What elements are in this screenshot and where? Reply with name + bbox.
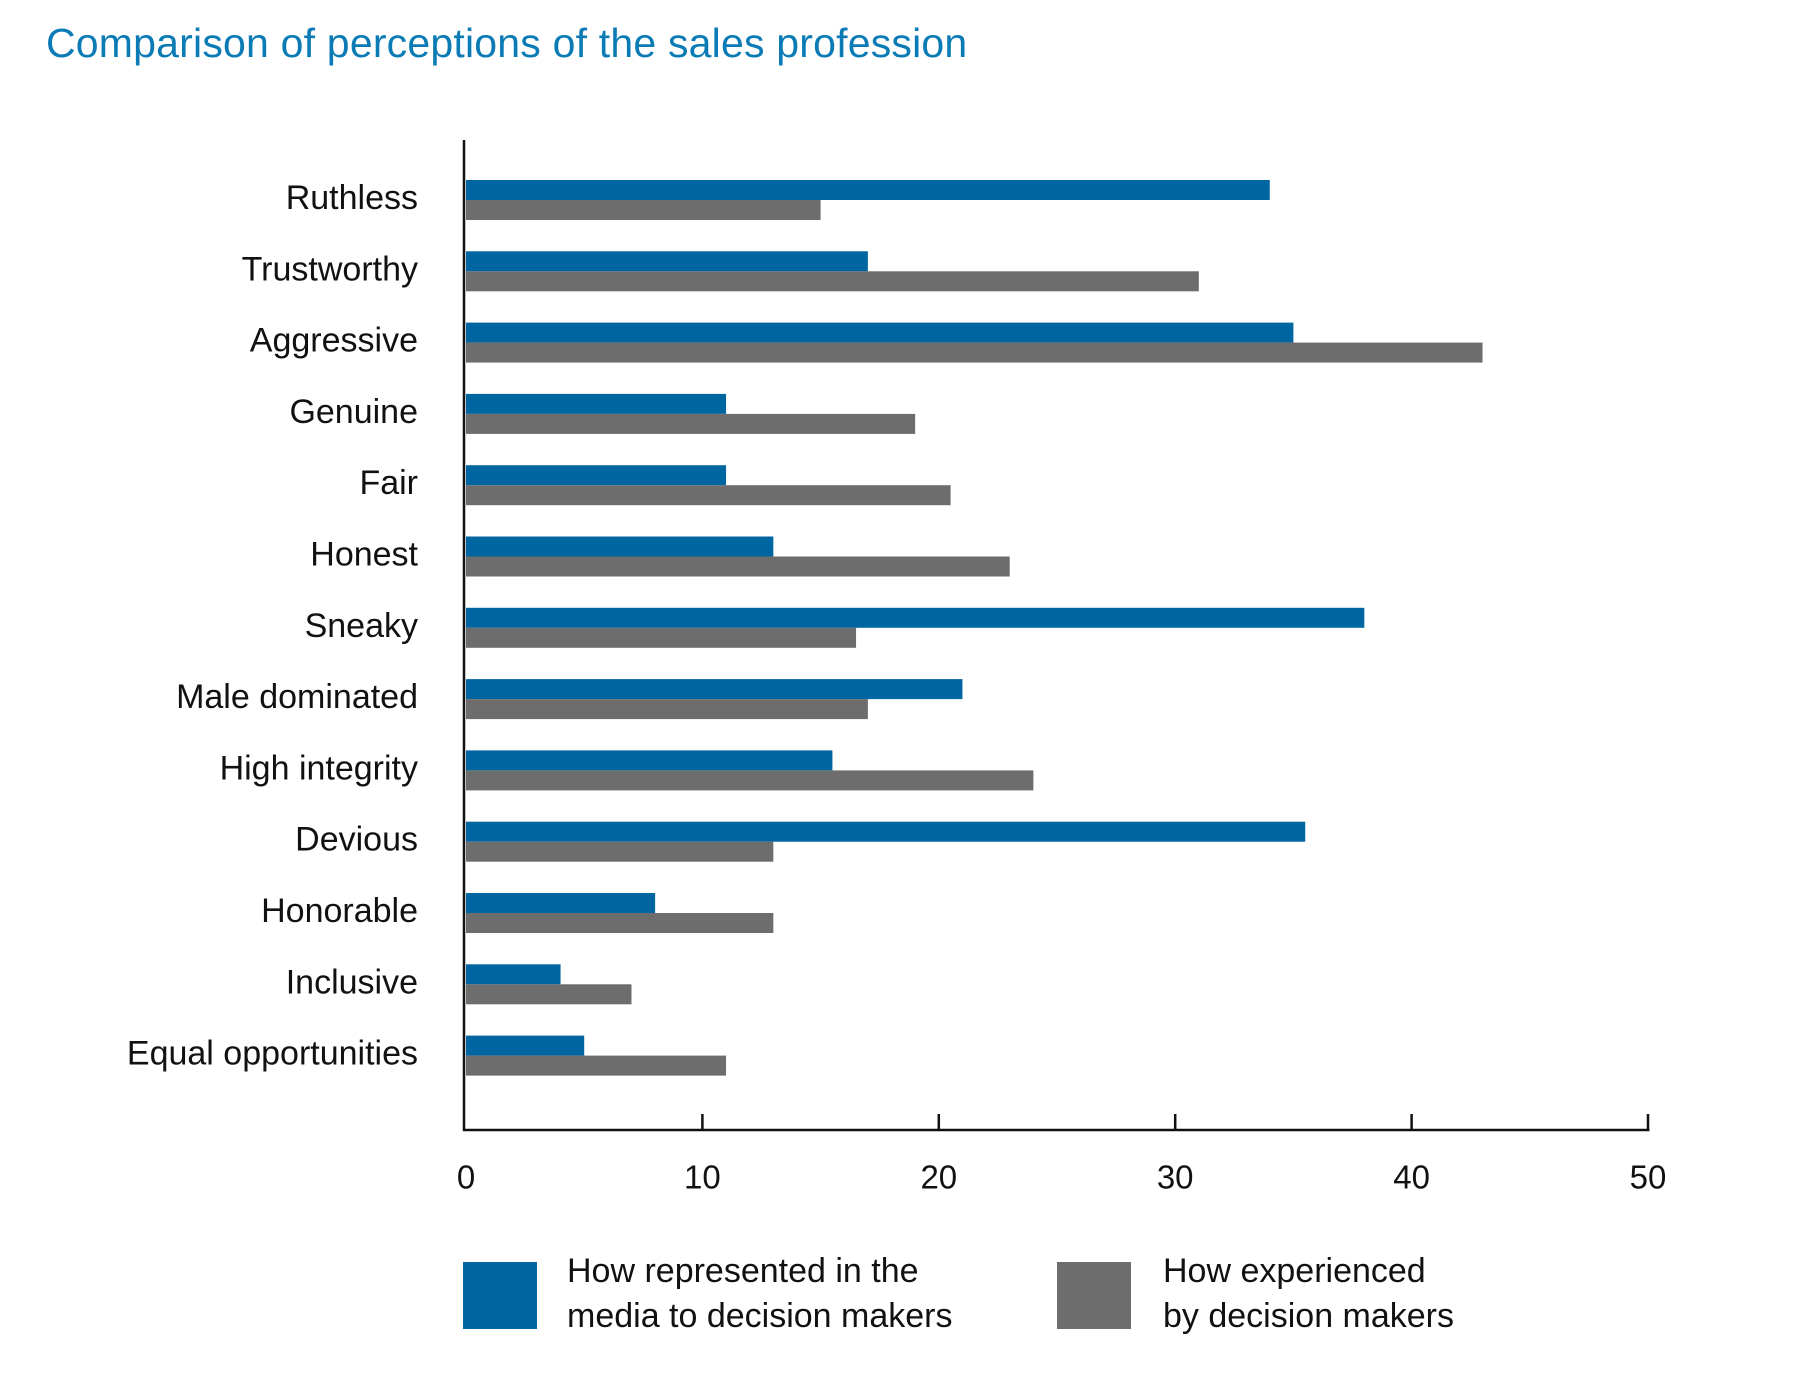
bar-media-aggressive <box>466 322 1294 343</box>
category-label: Aggressive <box>250 322 418 360</box>
legend-label-line: media to decision makers <box>567 1297 953 1335</box>
category-label: Devious <box>295 821 418 859</box>
category-label: Genuine <box>289 393 418 431</box>
bar-experienced-trustworthy <box>466 271 1199 292</box>
bar-experienced-honest <box>466 556 1010 577</box>
x-axis: 0 10 20 30 40 50 <box>457 140 1667 1196</box>
bar-media-sneaky <box>466 607 1365 628</box>
category-label: Ruthless <box>286 179 418 217</box>
category-label: Equal opportunities <box>127 1035 418 1073</box>
bar-experienced-honorable <box>466 913 774 933</box>
bar-media-devious <box>466 821 1306 842</box>
bar-experienced-aggressive <box>466 342 1483 363</box>
category-labels: Ruthless Trustworthy Aggressive Genuine Fair… <box>127 179 419 1073</box>
chart-title: Comparison of perceptions of the sales p… <box>46 20 968 66</box>
bars-layer <box>466 180 1483 1076</box>
category-label: Trustworthy <box>242 250 418 288</box>
category-label: Honest <box>310 535 418 573</box>
category-label: Male dominated <box>176 678 418 716</box>
legend: How represented in the media to decision … <box>463 1252 1454 1335</box>
legend-item-media: How represented in the media to decision … <box>463 1252 953 1335</box>
bar-media-genuine <box>466 393 727 414</box>
legend-label-line: by decision makers <box>1163 1297 1454 1335</box>
legend-swatch <box>463 1262 537 1329</box>
bar-media-honorable <box>466 893 656 913</box>
bar-experienced-devious <box>466 841 774 862</box>
x-tick-label: 10 <box>684 1159 721 1196</box>
bar-media-honest <box>466 536 774 557</box>
legend-label-line: How experienced <box>1163 1252 1426 1290</box>
bar-experienced-equal-opportunities <box>466 1055 727 1076</box>
category-label: High integrity <box>220 749 418 787</box>
bar-media-fair <box>466 465 727 486</box>
bar-media-ruthless <box>466 180 1270 200</box>
bar-experienced-sneaky <box>466 627 857 648</box>
bar-experienced-genuine <box>466 413 916 434</box>
x-tick-label: 20 <box>920 1159 957 1196</box>
legend-swatch <box>1057 1262 1131 1329</box>
legend-label-line: How represented in the <box>567 1252 919 1290</box>
x-tick-label: 50 <box>1630 1159 1667 1196</box>
x-tick-label: 0 <box>457 1159 475 1196</box>
bar-media-equal-opportunities <box>466 1035 585 1056</box>
x-tick-label: 30 <box>1157 1159 1194 1196</box>
legend-item-experienced: How experienced by decision makers <box>1057 1252 1454 1335</box>
category-label: Honorable <box>261 892 418 930</box>
category-label: Inclusive <box>286 963 418 1001</box>
bar-experienced-fair <box>466 485 951 506</box>
category-label: Fair <box>359 464 418 502</box>
bar-media-high-integrity <box>466 750 833 771</box>
bar-experienced-inclusive <box>466 984 632 1005</box>
x-tick-label: 40 <box>1393 1159 1430 1196</box>
category-label: Sneaky <box>305 607 418 645</box>
bar-experienced-male-dominated <box>466 699 868 720</box>
bar-experienced-ruthless <box>466 200 821 220</box>
bar-experienced-high-integrity <box>466 770 1034 791</box>
bar-media-inclusive <box>466 964 561 985</box>
bar-media-male-dominated <box>466 679 963 700</box>
bar-media-trustworthy <box>466 251 868 272</box>
